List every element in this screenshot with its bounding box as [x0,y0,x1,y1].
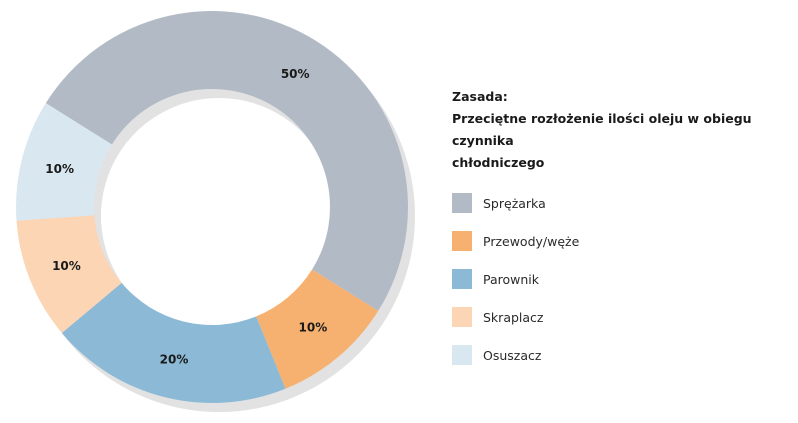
legend-label: Sprężarka [483,195,546,211]
donut-value-labels: 50% 10% 20% 10% 10% [45,67,327,366]
legend-swatch [452,193,472,213]
donut-slice-osuszacz [15,103,112,221]
donut-slice-sprezarka [45,11,409,311]
donut-slice-skraplacz [16,215,122,333]
slice-value-label-sprezarka: 50% [281,67,310,81]
slice-value-label-parownik: 20% [160,352,189,366]
legend-item-osuszacz: Osuszacz [452,336,792,374]
legend-item-parownik: Parownik [452,260,792,298]
legend-swatch [452,345,472,365]
legend-swatch [452,269,472,289]
legend-items: Sprężarka Przewody/węże Parownik Skraplacz O… [452,184,792,374]
legend-item-sprezarka: Sprężarka [452,184,792,222]
legend-label: Parownik [483,271,540,287]
legend-swatch [452,307,472,327]
legend-label: Przewody/węże [483,233,580,249]
chart-title: Zasada: Przeciętne rozłożenie ilości ole… [452,86,792,174]
slice-value-label-skraplacz: 10% [52,259,81,273]
slice-value-label-osuszacz: 10% [45,162,74,176]
donut-slice-przewody-weze [256,269,379,389]
legend-item-skraplacz: Skraplacz [452,298,792,336]
slice-value-label-przewody-weze: 10% [299,320,328,334]
chart-title-line-2: Przeciętne rozłożenie ilości oleju w obi… [452,111,752,148]
chart-title-line-1: Zasada: [452,89,508,104]
legend-label: Osuszacz [483,347,542,363]
legend-swatch [452,231,472,251]
legend: Zasada: Przeciętne rozłożenie ilości ole… [452,86,792,374]
donut-slice-parownik [61,282,286,403]
legend-item-przewody-weze: Przewody/węże [452,222,792,260]
donut-chart: 50% 10% 20% 10% 10% [15,11,416,412]
legend-label: Skraplacz [483,309,544,325]
chart-title-line-3: chłodniczego [452,155,545,170]
donut-slices [15,11,409,403]
